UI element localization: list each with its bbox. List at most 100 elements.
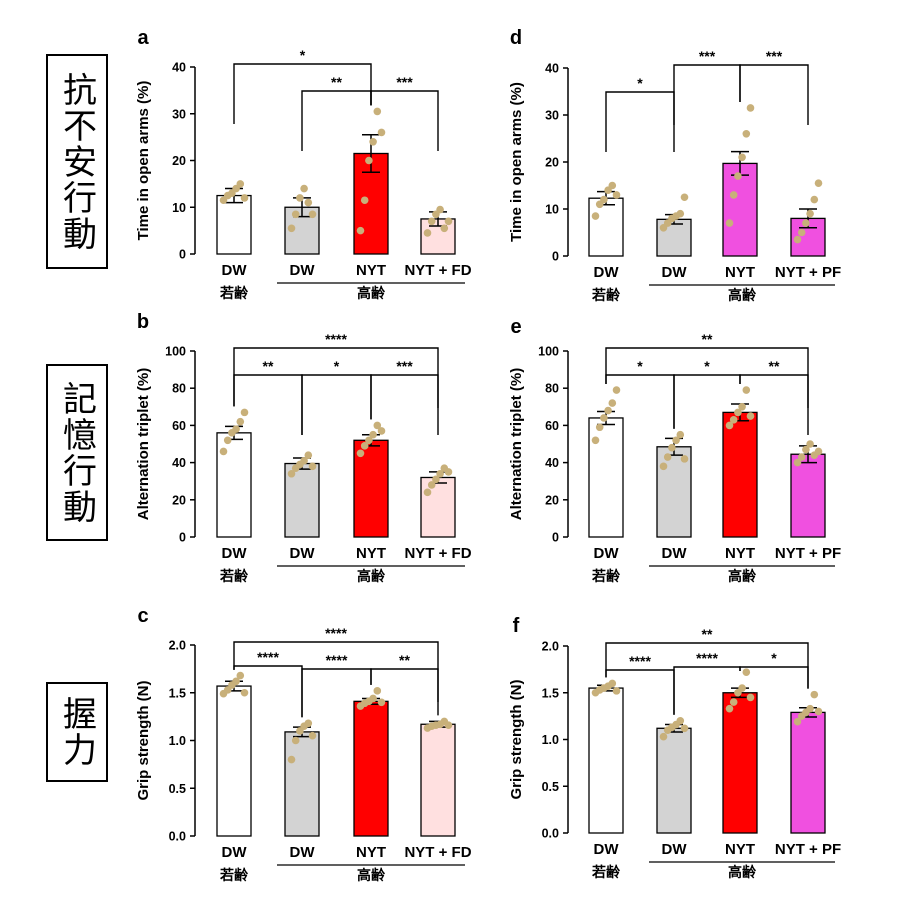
group-label-young: 若齢 bbox=[219, 568, 249, 584]
data-point bbox=[612, 687, 621, 695]
significance-label: **** bbox=[696, 650, 718, 666]
data-point bbox=[600, 414, 608, 422]
group-label-young: 若齢 bbox=[591, 568, 621, 584]
data-point bbox=[440, 224, 449, 233]
x-category-label: DW bbox=[222, 545, 248, 562]
significance-bracket bbox=[370, 90, 439, 151]
data-point bbox=[223, 436, 232, 445]
significance-bracket bbox=[370, 668, 439, 716]
bar-4 bbox=[420, 723, 456, 837]
data-point bbox=[296, 194, 304, 202]
x-category-label: DW bbox=[222, 844, 248, 861]
panel-label: b bbox=[137, 311, 149, 333]
chart-panel-f: f Grip strength (N) 0.0 0.5 1.0 1.5 2.0 DW DW NYT… bbox=[508, 615, 841, 880]
significance-bracket bbox=[605, 347, 809, 408]
y-tick-label: 30 bbox=[172, 107, 186, 121]
data-point bbox=[612, 191, 621, 199]
x-category-label: DW bbox=[594, 545, 620, 562]
x-category-label: NYT + PF bbox=[775, 545, 841, 562]
chart-panel-b: b Alternation triplet (%) 0 20 40 60 80 100 DW DW… bbox=[135, 311, 472, 584]
data-point bbox=[360, 196, 369, 205]
data-point bbox=[236, 671, 245, 680]
data-point bbox=[300, 456, 308, 465]
data-point bbox=[797, 453, 806, 461]
data-point bbox=[287, 469, 296, 478]
data-point bbox=[793, 235, 802, 244]
data-point bbox=[377, 128, 386, 137]
x-category-label: NYT bbox=[356, 262, 386, 279]
data-point bbox=[802, 219, 810, 227]
significance-bracket bbox=[739, 64, 809, 125]
chart-panel-d: d Time in open arms (%) 0 10 20 30 40 DW DW NYT NY… bbox=[508, 27, 841, 303]
x-category-label: NYT bbox=[725, 545, 755, 562]
data-point bbox=[240, 688, 249, 697]
x-category-label: NYT bbox=[725, 841, 755, 858]
data-point bbox=[304, 719, 313, 728]
y-tick-label: 30 bbox=[545, 109, 559, 123]
significance-bracket bbox=[233, 374, 303, 435]
data-point bbox=[308, 462, 317, 471]
data-point bbox=[373, 421, 382, 430]
x-category-label: DW bbox=[290, 545, 316, 562]
group-label-aged: 高齢 bbox=[728, 864, 757, 880]
x-category-label: DW bbox=[290, 262, 316, 279]
significance-bracket bbox=[233, 347, 439, 408]
data-point bbox=[676, 209, 685, 218]
significance-bracket bbox=[673, 64, 741, 125]
data-point bbox=[676, 430, 685, 439]
bar-2 bbox=[284, 731, 320, 837]
x-category-label: DW bbox=[222, 262, 248, 279]
data-point bbox=[608, 679, 617, 688]
data-point bbox=[608, 181, 617, 190]
data-point bbox=[300, 184, 308, 193]
y-tick-label: 0.5 bbox=[542, 780, 559, 794]
data-point bbox=[308, 210, 317, 219]
significance-bracket bbox=[301, 90, 372, 151]
group-label-young: 若齢 bbox=[219, 867, 249, 883]
data-point bbox=[287, 224, 296, 233]
data-point bbox=[738, 153, 746, 162]
significance-label: *** bbox=[396, 74, 413, 90]
data-point bbox=[725, 704, 734, 713]
data-point bbox=[369, 694, 377, 703]
data-point bbox=[608, 399, 617, 407]
x-category-label: DW bbox=[662, 264, 688, 281]
panel-label: d bbox=[510, 27, 522, 49]
data-point bbox=[219, 447, 228, 456]
significance-label: ** bbox=[702, 331, 713, 347]
row-label-grip-text: 握力 bbox=[56, 696, 97, 768]
y-tick-label: 40 bbox=[172, 61, 186, 75]
significance-label: * bbox=[771, 650, 777, 666]
y-tick-label: 1.5 bbox=[542, 686, 559, 700]
x-category-label: NYT + FD bbox=[404, 262, 471, 279]
y-tick-label: 10 bbox=[545, 203, 559, 217]
group-label-young: 若齢 bbox=[219, 285, 249, 301]
data-point bbox=[287, 755, 296, 764]
data-point bbox=[232, 677, 240, 686]
data-point bbox=[377, 698, 386, 707]
data-point bbox=[742, 668, 751, 676]
y-tick-label: 0 bbox=[552, 531, 559, 545]
significance-label: * bbox=[334, 358, 340, 374]
significance-label: **** bbox=[629, 653, 651, 669]
significance-label: * bbox=[637, 358, 643, 374]
significance-label: ** bbox=[702, 626, 713, 642]
data-point bbox=[734, 408, 742, 417]
y-axis-title: Time in open arms (%) bbox=[508, 82, 525, 242]
data-point bbox=[365, 436, 373, 445]
significance-label: **** bbox=[257, 649, 279, 665]
data-point bbox=[291, 736, 300, 745]
data-point bbox=[236, 180, 245, 188]
significance-label: ** bbox=[399, 652, 410, 668]
group-label-aged: 高齢 bbox=[357, 285, 386, 301]
y-tick-label: 0.0 bbox=[169, 830, 186, 844]
bar-2 bbox=[656, 727, 692, 834]
data-point bbox=[672, 436, 680, 445]
y-tick-label: 40 bbox=[172, 456, 186, 470]
row-label-grip: 握力 bbox=[46, 682, 108, 782]
significance-label: **** bbox=[325, 331, 347, 347]
data-point bbox=[814, 447, 823, 456]
y-axis-title: Alternation triplet (%) bbox=[135, 368, 152, 521]
bar-4 bbox=[790, 453, 826, 538]
data-point bbox=[612, 386, 621, 394]
